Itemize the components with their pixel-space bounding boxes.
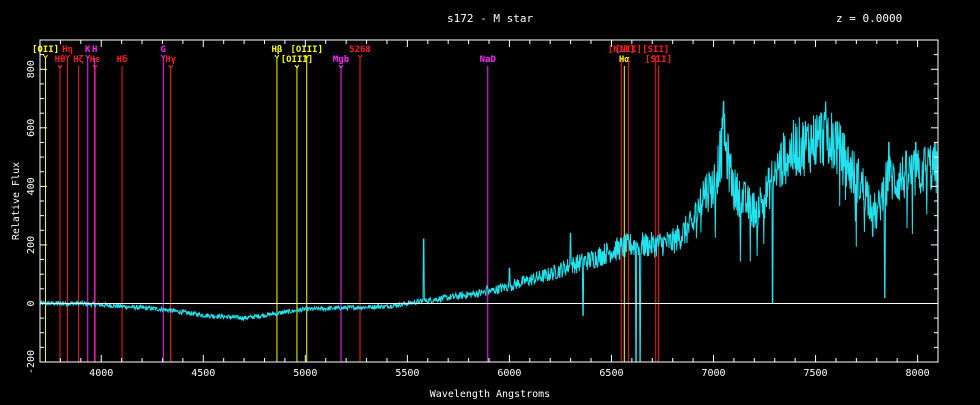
line-marker-label: [OIII] [290, 45, 323, 55]
spectrum-series [39, 101, 939, 363]
line-marker-arrow [653, 54, 659, 59]
line-marker-label: Hδ [117, 55, 128, 65]
line-marker-label: [NII] [615, 45, 642, 55]
line-marker-label: Hβ [272, 45, 283, 55]
line-marker-arrow [304, 54, 310, 59]
x-axis-label: Wavelength Angstroms [430, 389, 550, 400]
y-tick-label: -200 [26, 350, 37, 374]
line-marker-label: [SII] [645, 55, 672, 65]
y-tick-label: 600 [26, 119, 37, 137]
line-marker-arrow [160, 54, 166, 59]
x-tick-label: 7500 [803, 368, 827, 379]
line-markers: [OII]HθHηHζKHεHHδGHγHβ[OIII][OIII]Mgb526… [32, 45, 672, 362]
axes-frame [39, 39, 939, 363]
line-marker-label: Mgb [333, 55, 350, 65]
line-marker-label: Hγ [165, 55, 176, 65]
line-marker-arrow [357, 54, 363, 59]
x-tick-label: 5000 [293, 368, 317, 379]
line-marker-label: 5268 [349, 45, 371, 55]
line-marker-arrow [43, 54, 48, 59]
spectrum-line [39, 101, 939, 363]
line-marker-label: H [92, 45, 97, 55]
x-tick-label: 4000 [89, 368, 113, 379]
line-marker-label: Hζ [73, 55, 84, 65]
y-tick-label: 400 [26, 177, 37, 195]
line-marker-label: [OIII] [281, 55, 314, 65]
x-tick-label: 8000 [906, 368, 930, 379]
line-marker-label: [OII] [32, 45, 59, 55]
line-marker-arrow [294, 64, 300, 69]
line-marker-label: K [85, 45, 91, 55]
line-marker-label: [NII] [608, 45, 635, 55]
x-tick-label: 7000 [701, 368, 725, 379]
line-marker-arrow [85, 54, 91, 59]
line-marker-arrow [168, 64, 174, 69]
line-marker-label: NaD [480, 55, 497, 65]
redshift-label: z = 0.0000 [836, 12, 903, 25]
line-marker-label: Hα [619, 55, 630, 65]
line-marker-arrow [338, 64, 344, 69]
chart-title: s172 - M star [447, 12, 534, 25]
line-marker-label: Hθ [55, 55, 66, 65]
y-tick-label: 800 [26, 60, 37, 78]
y-tick-label: 0 [26, 300, 37, 306]
axis-ticks: 4000 4500 5000 5500 6000 6500 7000 7500 8000-200… [26, 39, 939, 379]
y-axis-label: Relative Flux [11, 162, 22, 240]
line-marker-label: G [161, 45, 166, 55]
line-marker-arrow [274, 54, 280, 59]
line-marker-label: Hη [62, 45, 73, 55]
line-marker-arrow [57, 64, 63, 69]
x-tick-label: 4500 [191, 368, 215, 379]
x-tick-label: 6000 [497, 368, 521, 379]
x-tick-label: 6500 [599, 368, 623, 379]
y-tick-label: 200 [26, 236, 37, 254]
line-marker-label: [SII] [642, 45, 669, 55]
x-tick-label: 5500 [395, 368, 419, 379]
plot-frame [39, 39, 939, 363]
line-marker-arrow [65, 54, 70, 59]
